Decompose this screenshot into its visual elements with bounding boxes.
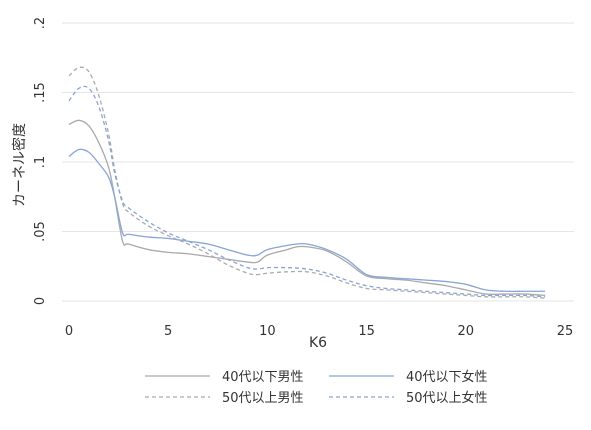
x-tick-label: 15 <box>358 324 375 339</box>
series-line-1 <box>68 119 546 297</box>
series-line-3 <box>68 66 546 299</box>
series-lines <box>68 66 546 299</box>
y-axis-title: カーネル密度 <box>11 123 28 207</box>
y-tick-label: .2 <box>33 17 48 29</box>
legend: 40代以下男性 40代以下女性 50代以上男性 50代以上女性 <box>145 369 488 406</box>
legend-label: 40代以下女性 <box>406 369 488 385</box>
legend-label: 50代以上男性 <box>222 391 304 406</box>
legend-label: 50代以上女性 <box>406 390 488 406</box>
series-line-4 <box>68 85 546 298</box>
x-tick-label: 25 <box>557 324 574 339</box>
y-tick-label: .05 <box>33 221 48 242</box>
x-axis-ticks: 0 5 10 15 20 25 <box>65 324 573 339</box>
legend-label: 40代以下男性 <box>222 370 304 385</box>
x-tick-label: 0 <box>65 324 73 339</box>
x-tick-label: 20 <box>458 324 475 339</box>
x-axis-title: K6 <box>309 335 327 351</box>
y-tick-label: .15 <box>33 82 48 103</box>
x-tick-label: 5 <box>164 324 172 339</box>
grid-lines <box>62 22 574 302</box>
series-line-2 <box>68 148 546 293</box>
y-tick-label: .1 <box>33 156 48 168</box>
y-tick-label: 0 <box>33 297 48 305</box>
y-axis-ticks: 0 .05 .1 .15 .2 <box>33 17 48 305</box>
x-tick-label: 10 <box>259 324 276 339</box>
